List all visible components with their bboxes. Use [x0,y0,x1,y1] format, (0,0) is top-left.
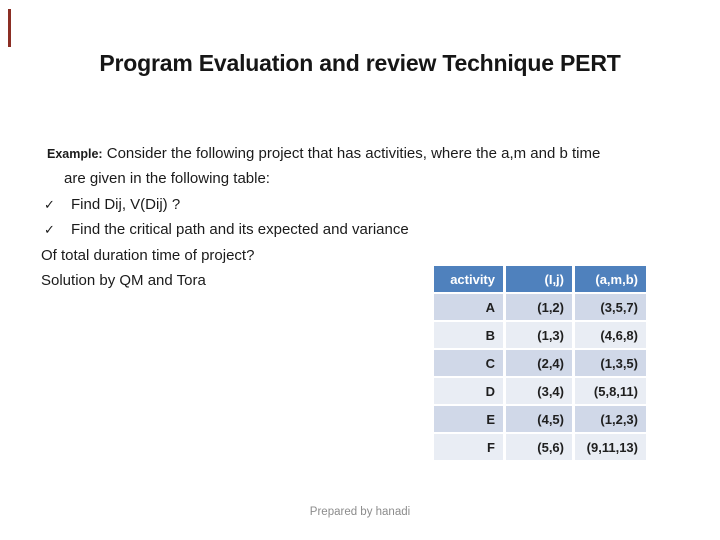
table-header-cell-amb: (a,m,b) [575,266,646,292]
table-cell: E [434,406,503,432]
table-cell: (3,5,7) [575,294,646,320]
activity-table: activity (I,j) (a,m,b) A (1,2) (3,5,7) B (1,… [431,264,649,462]
table-cell: (4,6,8) [575,322,646,348]
activity-table-body: A (1,2) (3,5,7) B (1,3) (4,6,8) C (2,4) (1,3,5) D… [434,294,646,460]
question-line: Of total duration time of project? [41,246,255,264]
table-cell: (4,5) [506,406,572,432]
table-cell: (2,4) [506,350,572,376]
slide-title: Program Evaluation and review Technique … [99,50,621,76]
table-row: A (1,2) (3,5,7) [434,294,646,320]
bullet-text: Find the critical path and its expected … [71,221,409,239]
table-row: F (5,6) (9,11,13) [434,434,646,460]
bullet-text: Find Dij, V(Dij) ? [71,195,181,213]
body-text-block: Example: Consider the following project … [41,141,600,293]
table-header-cell-activity: activity [434,266,503,292]
table-cell: F [434,434,503,460]
bullet-find-dij: ✓ Find Dij, V(Dij) ? [41,192,600,217]
table-cell: (5,8,11) [575,378,646,404]
table-cell: A [434,294,503,320]
table-header-row: activity (I,j) (a,m,b) [434,266,646,292]
example-continuation: are given in the following table: [64,170,270,188]
table-cell: (1,2) [506,294,572,320]
footer-credit: Prepared by hanadi [309,506,411,518]
example-text: Consider the following project that has … [102,145,601,162]
table-cell: C [434,350,503,376]
example-line: Example: Consider the following project … [41,141,600,166]
table-cell: (5,6) [506,434,572,460]
table-cell: (1,2,3) [575,406,646,432]
table-cell: B [434,322,503,348]
bullet-critical-path: ✓ Find the critical path and its expected… [41,217,600,242]
table-cell: (1,3) [506,322,572,348]
check-icon: ✓ [44,222,55,238]
check-icon: ✓ [44,196,55,212]
table-cell: D [434,378,503,404]
table-row: E (4,5) (1,2,3) [434,406,646,432]
table-cell: (1,3,5) [575,350,646,376]
table-cell: (9,11,13) [575,434,646,460]
table-row: D (3,4) (5,8,11) [434,378,646,404]
example-label: Example: [47,147,103,161]
table-cell: (3,4) [506,378,572,404]
solution-line: Solution by QM and Tora [41,271,206,289]
table-row: B (1,3) (4,6,8) [434,322,646,348]
table-header-cell-ij: (I,j) [506,266,572,292]
red-accent-line [8,9,11,47]
table-row: C (2,4) (1,3,5) [434,350,646,376]
